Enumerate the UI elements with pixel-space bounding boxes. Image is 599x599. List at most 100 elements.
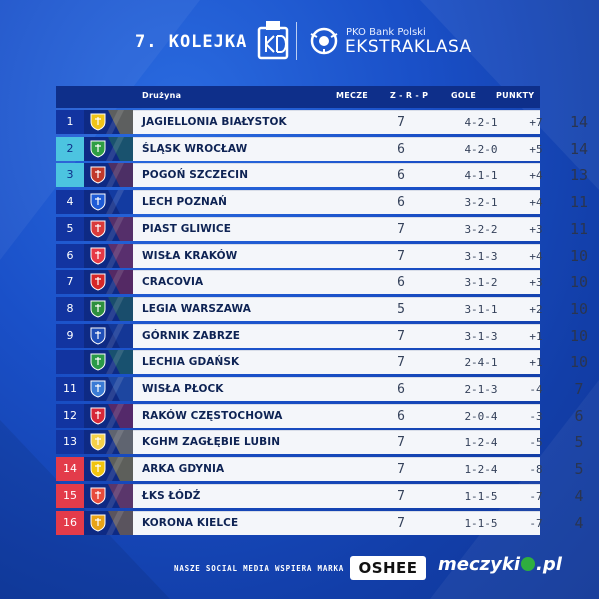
goal-diff-value: +5 bbox=[529, 142, 543, 156]
team-row-body: CRACOVIA 6 3-1-2 +3 10 bbox=[133, 270, 588, 295]
team-name: LECH POZNAŃ bbox=[142, 196, 228, 209]
wdl-value: 1-2-4 bbox=[464, 436, 498, 450]
points-value: 4 bbox=[574, 486, 584, 505]
points-value: 10 bbox=[569, 326, 589, 345]
club-crest-icon bbox=[90, 460, 106, 478]
points-value: 13 bbox=[569, 166, 589, 185]
wdl-value: 2-0-4 bbox=[464, 409, 498, 423]
col-points: PUNKTY bbox=[496, 91, 535, 100]
table-row: 1 JAGIELLONIA BIAŁYSTOK 7 4-2-1 +7 14 bbox=[56, 110, 588, 134]
position-cell bbox=[56, 350, 84, 375]
points-value: 10 bbox=[569, 273, 589, 292]
team-name: POGOŃ SZCZECIN bbox=[142, 169, 249, 182]
col-team: Drużyna bbox=[142, 91, 182, 100]
wdl-value: 3-2-1 bbox=[464, 196, 498, 210]
goal-diff-value: -4 bbox=[529, 383, 543, 396]
crest-cell bbox=[84, 483, 133, 508]
header: 7. KOLEJKA PKO Bank Polski EKSTRAKLASA bbox=[0, 0, 599, 80]
matches-value: 7 bbox=[397, 355, 405, 371]
position-cell: 13 bbox=[56, 430, 84, 455]
table-row: 15 ŁKS ŁÓDŹ 7 1-1-5 -7 4 bbox=[56, 483, 584, 508]
club-crest-icon bbox=[90, 300, 106, 318]
pko-bank-logo-icon bbox=[257, 21, 289, 60]
team-row-body: ŚLĄSK WROCŁAW 6 4-2-0 +5 14 bbox=[133, 136, 588, 161]
team-name: ARKA GDYNIA bbox=[142, 463, 225, 476]
position-cell: 7 bbox=[56, 270, 84, 295]
club-crest-icon bbox=[90, 487, 106, 505]
club-crest-icon bbox=[90, 166, 106, 184]
team-row-body: JAGIELLONIA BIAŁYSTOK 7 4-2-1 +7 14 bbox=[133, 110, 588, 134]
wdl-value: 3-1-3 bbox=[464, 249, 498, 263]
table-row: 2 ŚLĄSK WROCŁAW 6 4-2-0 +5 14 bbox=[56, 136, 588, 161]
table-row: 11 WISŁA PŁOCK 6 2-1-3 -4 7 bbox=[56, 377, 584, 401]
table-row: 4 LECH POZNAŃ 6 3-2-1 +4 11 bbox=[56, 190, 588, 215]
position-cell: 5 bbox=[56, 216, 84, 241]
points-value: 11 bbox=[569, 219, 589, 238]
table-row: 6 WISŁA KRAKÓW 7 3-1-3 +4 10 bbox=[56, 243, 588, 268]
team-name: KGHM ZAGŁĘBIE LUBIN bbox=[142, 436, 281, 449]
crest-cell bbox=[84, 323, 133, 348]
crest-cell bbox=[84, 430, 133, 455]
crest-cell bbox=[84, 403, 133, 428]
header-divider bbox=[296, 22, 297, 60]
wdl-value: 2-1-3 bbox=[464, 383, 498, 396]
wdl-value: 1-2-4 bbox=[464, 463, 498, 477]
wdl-value: 3-1-3 bbox=[464, 329, 498, 343]
crest-cell bbox=[84, 510, 133, 535]
club-crest-icon bbox=[90, 514, 106, 532]
team-row-body: GÓRNIK ZABRZE 7 3-1-3 +1 10 bbox=[133, 323, 588, 348]
table-row: 5 PIAST GLIWICE 7 3-2-2 +3 11 bbox=[56, 216, 588, 241]
league-sponsor-label: PKO Bank Polski bbox=[346, 27, 426, 38]
wdl-value: 4-2-0 bbox=[464, 142, 498, 156]
wdl-value: 4-1-1 bbox=[464, 169, 498, 183]
team-row-body: LECH POZNAŃ 6 3-2-1 +4 11 bbox=[133, 190, 588, 215]
club-crest-icon bbox=[90, 247, 106, 265]
points-value: 11 bbox=[569, 193, 589, 212]
goal-diff-value: -5 bbox=[529, 436, 543, 450]
team-name: KORONA KIELCE bbox=[142, 516, 239, 529]
points-value: 4 bbox=[574, 513, 584, 532]
league-name-label: EKSTRAKLASA bbox=[345, 37, 472, 57]
crest-cell bbox=[84, 457, 133, 482]
crest-cell bbox=[84, 216, 133, 241]
points-value: 7 bbox=[574, 380, 584, 398]
position-cell: 1 bbox=[56, 110, 84, 134]
points-value: 10 bbox=[569, 353, 589, 372]
crest-cell bbox=[84, 350, 133, 375]
goal-diff-value: +2 bbox=[529, 302, 543, 316]
matches-value: 6 bbox=[397, 141, 405, 157]
club-crest-icon bbox=[90, 193, 106, 211]
team-name: ŚLĄSK WROCŁAW bbox=[142, 142, 248, 155]
crest-background bbox=[106, 190, 133, 215]
matches-value: 6 bbox=[397, 382, 405, 397]
goal-diff-value: +4 bbox=[529, 249, 543, 263]
table-row: 12 RAKÓW CZĘSTOCHOWA 6 2-0-4 -3 6 bbox=[56, 403, 584, 428]
position-cell: 6 bbox=[56, 243, 84, 268]
meczyki-domain: .pl bbox=[535, 554, 562, 575]
oshee-label: OSHEE bbox=[358, 559, 418, 577]
team-name: PIAST GLIWICE bbox=[142, 222, 231, 235]
club-crest-icon bbox=[90, 113, 106, 131]
wdl-value: 4-2-1 bbox=[464, 116, 498, 129]
goal-diff-value: +1 bbox=[529, 329, 543, 343]
goal-diff-value: +1 bbox=[529, 356, 543, 370]
matches-value: 7 bbox=[397, 462, 405, 478]
club-crest-icon bbox=[90, 380, 106, 398]
team-row-body: KGHM ZAGŁĘBIE LUBIN 7 1-2-4 -5 5 bbox=[133, 430, 584, 455]
table-row: LECHIA GDAŃSK 7 2-4-1 +1 10 bbox=[56, 350, 588, 375]
wdl-value: 1-1-5 bbox=[464, 489, 498, 503]
table-header: Drużyna MECZE Z - R - P GOLE PUNKTY bbox=[56, 86, 540, 108]
team-row-body: KORONA KIELCE 7 1-1-5 -7 4 bbox=[133, 510, 584, 535]
team-row-body: WISŁA KRAKÓW 7 3-1-3 +4 10 bbox=[133, 243, 588, 268]
matches-value: 7 bbox=[397, 221, 405, 237]
matches-value: 7 bbox=[397, 328, 405, 344]
meczyki-label: meczyki bbox=[438, 554, 520, 575]
wdl-value: 1-1-5 bbox=[464, 516, 498, 530]
points-value: 6 bbox=[574, 406, 584, 425]
wdl-value: 3-1-1 bbox=[464, 302, 498, 316]
crest-background bbox=[106, 323, 133, 348]
club-crest-icon bbox=[90, 433, 106, 451]
position-cell: 3 bbox=[56, 163, 84, 188]
team-row-body: RAKÓW CZĘSTOCHOWA 6 2-0-4 -3 6 bbox=[133, 403, 584, 428]
position-cell: 4 bbox=[56, 190, 84, 215]
